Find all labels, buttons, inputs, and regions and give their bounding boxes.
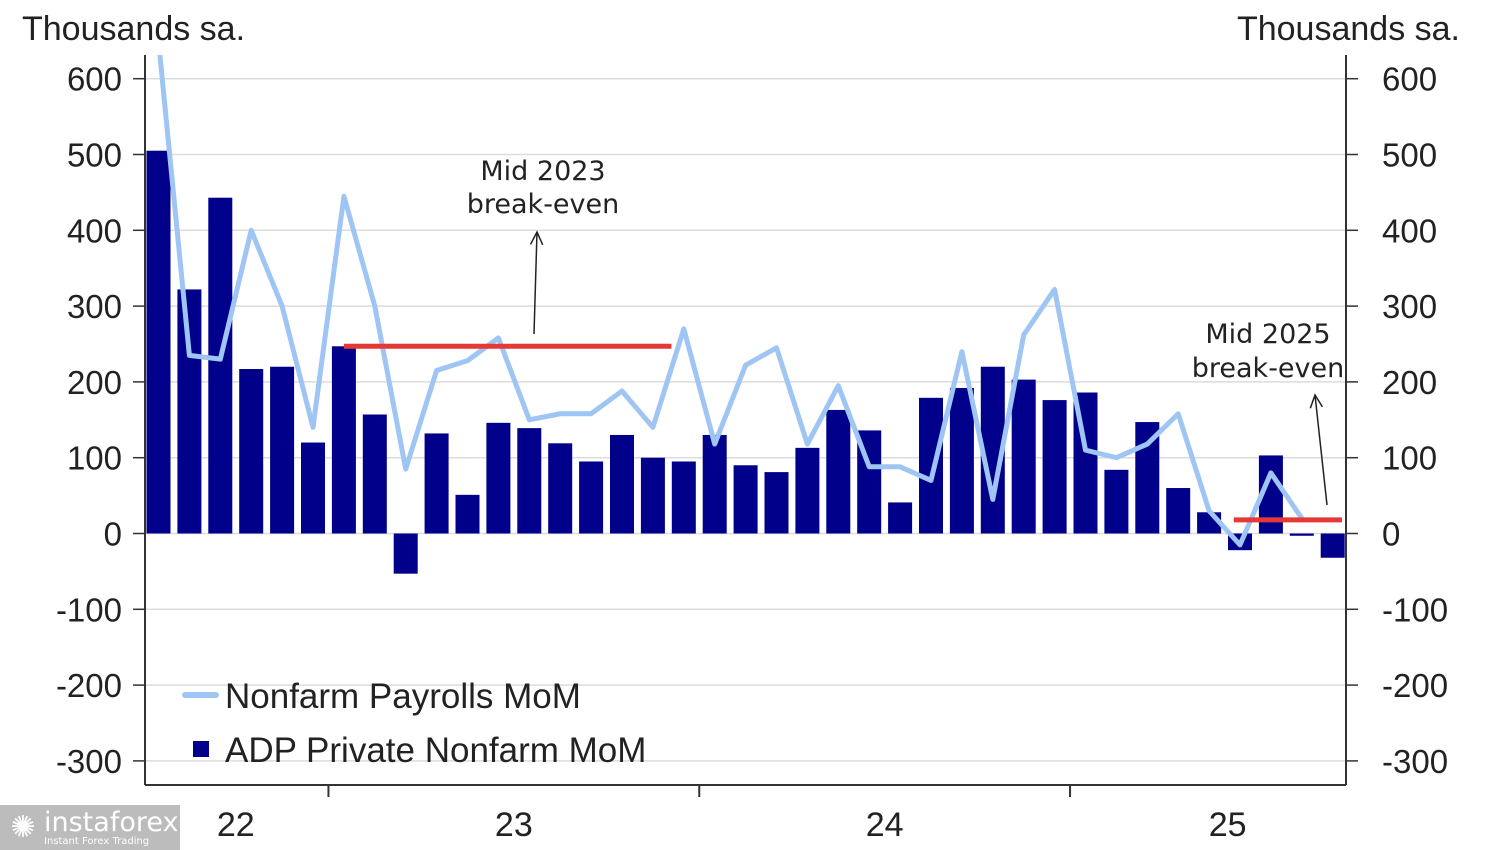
y-tick-label-right: -300 <box>1382 743 1448 780</box>
x-year-label: 25 <box>1209 806 1247 844</box>
bar-series <box>146 150 1345 574</box>
y-tick-label-right: 0 <box>1382 516 1400 553</box>
axes: 600 600 500 500 400 400 300 300 200 200 100 100 0 0 -1… <box>22 10 1460 844</box>
adp-bar <box>393 533 418 574</box>
adp-bar <box>424 433 449 534</box>
nfp-line <box>157 55 1305 548</box>
adp-bar <box>640 457 665 534</box>
adp-bar <box>177 289 202 534</box>
y-tick-label-left: 0 <box>104 516 122 553</box>
y-tick-label-right: 500 <box>1382 137 1437 174</box>
annotation-line-1: Mid 2023 <box>480 156 605 187</box>
y-tick-label-left: 400 <box>67 212 122 249</box>
x-year-label: 22 <box>217 806 255 844</box>
y-tick-label-right: 200 <box>1382 364 1437 401</box>
y-tick-label-right: -100 <box>1382 591 1448 628</box>
adp-bar <box>1042 400 1067 534</box>
adp-bar <box>455 494 480 534</box>
adp-bar <box>1166 488 1191 534</box>
y-tick-label-left: 600 <box>67 61 122 98</box>
adp-bar <box>146 150 171 534</box>
adp-bar <box>270 366 295 534</box>
watermark-tagline: Instant Forex Trading <box>44 835 150 847</box>
gridlines <box>145 77 1346 762</box>
adp-bar <box>486 422 511 534</box>
y-tick-label-right: 400 <box>1382 212 1437 249</box>
adp-bar <box>301 442 325 534</box>
y-tick-label-left: -100 <box>56 591 122 628</box>
watermark-brand: instaforex <box>44 806 179 838</box>
legend-label-nfp: Nonfarm Payrolls MoM <box>225 677 581 716</box>
adp-bar <box>764 472 789 534</box>
y-tick-label-left: -200 <box>56 667 122 704</box>
y-tick-label-right: -200 <box>1382 667 1448 704</box>
annotation-line-2: break-even <box>467 189 620 220</box>
annotation-arrowhead <box>529 230 544 246</box>
adp-bar <box>548 443 573 534</box>
watermark-logo-icon: ✺ <box>10 809 36 845</box>
adp-bar <box>949 387 974 534</box>
adp-bar <box>1320 533 1345 558</box>
reference-lines <box>343 343 1342 523</box>
y-unit-label-right: Thousands sa. <box>1237 10 1460 48</box>
y-tick-label-right: 100 <box>1382 440 1437 477</box>
adp-bar <box>888 502 913 534</box>
annotation-line-2: break-even <box>1192 353 1345 384</box>
annotation-line-1: Mid 2025 <box>1205 319 1330 350</box>
legend-swatch-adp <box>193 741 209 757</box>
adp-bar <box>208 197 233 534</box>
adp-bar <box>1289 533 1314 536</box>
y-tick-label-left: 500 <box>67 137 122 174</box>
watermark: ✺ instaforex Instant Forex Trading <box>0 805 180 850</box>
adp-bar <box>331 346 356 534</box>
adp-bar <box>362 414 387 534</box>
watermark-text: instaforex Instant Forex Trading <box>44 809 178 847</box>
legend-label-adp: ADP Private Nonfarm MoM <box>225 731 646 770</box>
y-tick-label-right: 300 <box>1382 288 1437 325</box>
adp-bar <box>610 434 634 534</box>
x-year-label: 24 <box>866 806 904 844</box>
legend: Nonfarm Payrolls MoM ADP Private Nonfarm … <box>182 677 646 770</box>
y-tick-label-left: 200 <box>67 364 122 401</box>
y-tick-label-right: 600 <box>1382 61 1437 98</box>
adp-bar <box>702 434 727 534</box>
annotation-arrow <box>1314 394 1328 506</box>
y-tick-label-left: 100 <box>67 440 122 477</box>
adp-bar <box>1011 379 1036 534</box>
adp-bar <box>826 409 851 534</box>
annotation-arrow <box>533 231 538 335</box>
x-year-label: 23 <box>495 806 533 844</box>
adp-bar <box>919 397 943 534</box>
line-series <box>157 55 1305 548</box>
y-unit-label-left: Thousands sa. <box>22 10 245 48</box>
adp-bar <box>239 369 264 534</box>
annotation-arrowhead <box>1309 393 1324 409</box>
adp-bar <box>517 428 542 534</box>
adp-bar <box>733 465 758 534</box>
adp-bar <box>671 461 696 534</box>
y-tick-label-left: -300 <box>56 743 122 780</box>
y-tick-label-left: 300 <box>67 288 122 325</box>
adp-bar <box>1104 469 1129 534</box>
adp-bar <box>795 447 820 534</box>
adp-bar <box>579 461 604 534</box>
